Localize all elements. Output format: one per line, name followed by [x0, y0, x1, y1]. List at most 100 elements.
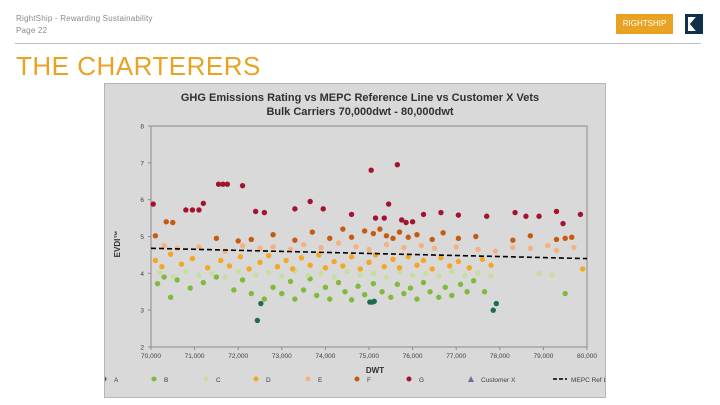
point-g	[368, 167, 374, 173]
x-tick-label: 71,000	[185, 353, 205, 360]
point-b	[449, 292, 455, 299]
y-tick-label: 6	[140, 197, 144, 204]
x-tick-label: 74,000	[315, 353, 335, 360]
chart-subtitle: Bulk Carriers 70,000dwt - 80,000dwt	[266, 106, 453, 118]
point-f	[163, 219, 169, 225]
point-f	[455, 235, 462, 242]
point-f	[152, 233, 159, 239]
point-b	[213, 274, 220, 280]
point-g	[438, 209, 444, 216]
point-d	[390, 256, 396, 263]
y-tick-label: 4	[140, 271, 144, 278]
point-d	[381, 264, 387, 270]
point-g	[420, 211, 427, 218]
point-d	[405, 254, 411, 260]
point-g	[399, 217, 405, 223]
emissions-scatter-chart: GHG Emissions Rating vs MEPC Reference L…	[105, 92, 605, 384]
point-g	[292, 206, 298, 212]
point-d	[414, 262, 420, 268]
point-g	[183, 207, 189, 213]
point-c	[549, 272, 555, 278]
legend-label: B	[164, 377, 168, 384]
point-b	[370, 280, 377, 287]
point-e	[300, 241, 307, 248]
point-f	[390, 235, 396, 242]
point-b	[562, 290, 568, 297]
point-c	[370, 270, 377, 277]
point-d	[488, 262, 494, 268]
point-d	[218, 257, 224, 264]
y-tick-label: 5	[140, 234, 144, 241]
point-f	[405, 234, 411, 240]
point-c	[331, 274, 337, 280]
point-d	[290, 266, 296, 272]
point-b	[248, 290, 254, 297]
point-d	[322, 265, 329, 271]
point-b	[161, 274, 167, 280]
point-d	[429, 266, 435, 272]
point-e	[571, 244, 577, 251]
point-e	[453, 244, 459, 250]
point-c	[266, 269, 272, 276]
point-e	[270, 244, 276, 250]
point-a	[254, 317, 261, 324]
point-c	[488, 273, 494, 279]
x-axis-label: DWT	[366, 366, 384, 375]
point-c	[279, 273, 285, 279]
point-e	[545, 243, 551, 249]
point-g	[252, 208, 259, 215]
legend-marker-a	[105, 376, 107, 382]
point-e	[196, 244, 202, 250]
point-e	[366, 246, 372, 253]
point-d	[316, 252, 322, 258]
point-e	[287, 246, 294, 253]
point-b	[322, 284, 329, 291]
point-g	[215, 181, 222, 187]
point-d	[226, 263, 233, 269]
point-f	[383, 233, 390, 239]
point-f	[553, 236, 560, 243]
point-b	[420, 279, 427, 286]
page-number: Page 22	[16, 26, 48, 35]
point-a	[258, 300, 264, 307]
point-f	[414, 231, 420, 238]
point-e	[553, 247, 560, 254]
point-f	[527, 233, 534, 239]
point-b	[154, 280, 161, 287]
point-e	[335, 240, 342, 246]
point-b	[388, 294, 394, 300]
rightship-logo-icon	[685, 14, 703, 34]
point-b	[292, 296, 298, 302]
legend-label: G	[419, 377, 424, 384]
point-b	[342, 289, 348, 295]
mepc-reference-line	[150, 247, 588, 260]
point-e	[401, 244, 407, 251]
point-c	[222, 274, 228, 280]
point-e	[353, 244, 359, 250]
point-a	[371, 298, 377, 305]
point-b	[464, 289, 470, 295]
point-g	[394, 161, 401, 168]
point-g	[577, 211, 584, 218]
x-tick-label: 76,000	[403, 353, 423, 360]
point-f	[440, 230, 446, 236]
point-g	[307, 198, 313, 205]
point-b	[401, 290, 407, 297]
x-tick-label: 77,000	[446, 353, 466, 360]
point-f	[327, 235, 333, 242]
x-tick-label: 70,000	[141, 353, 161, 360]
point-g	[239, 182, 246, 189]
point-c	[305, 272, 311, 278]
point-b	[261, 296, 268, 302]
header-title: RightShip - Rewarding Sustainability	[16, 14, 153, 23]
point-e	[510, 244, 516, 251]
point-e	[475, 246, 481, 253]
point-b	[167, 294, 174, 300]
point-g	[381, 215, 387, 221]
y-axis-label: EVDI™	[113, 231, 122, 258]
chart-panel: GHG Emissions Rating vs MEPC Reference L…	[104, 83, 606, 398]
point-c	[536, 270, 542, 277]
point-d	[283, 257, 289, 264]
point-d	[455, 258, 462, 265]
point-c	[383, 274, 390, 280]
